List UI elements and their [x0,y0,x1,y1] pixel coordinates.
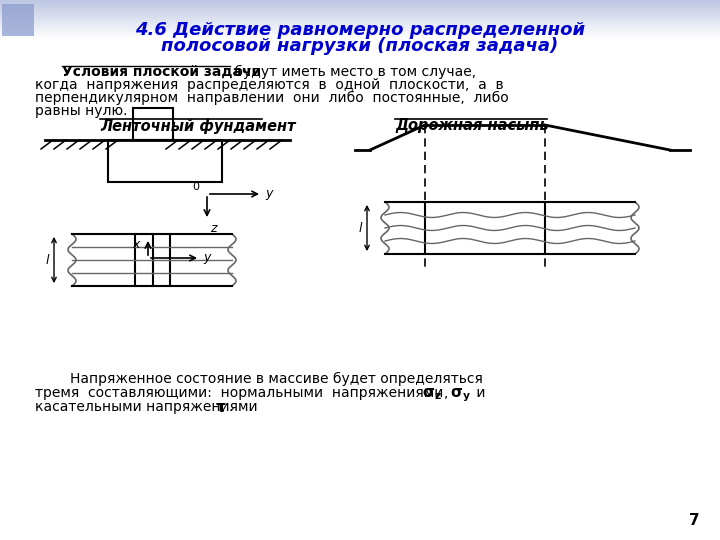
Text: 4.6 Действие равномерно распределенной: 4.6 Действие равномерно распределенной [135,21,585,39]
Bar [0,34,720,35]
Bar [0,11,720,12]
Bar [0,15,720,16]
Text: $\mathbf{\sigma_z}$: $\mathbf{\sigma_z}$ [422,386,442,402]
Text: l: l [45,253,49,267]
Text: .: . [228,400,233,414]
Text: 7: 7 [689,513,700,528]
Bar [0,0,720,1]
Bar [133,108,173,140]
Bar [0,31,720,32]
Text: 0: 0 [192,182,199,192]
Text: когда  напряжения  распределяются  в  одной  плоскости,  а  в: когда напряжения распределяются в одной … [35,78,503,92]
Bar [0,25,720,26]
Text: и: и [472,386,485,400]
Bar [2,4,34,36]
Bar [0,17,720,18]
Text: $\mathbf{\tau}$: $\mathbf{\tau}$ [215,400,226,415]
Bar [0,29,720,30]
Bar [0,2,720,3]
Text: ,: , [444,386,449,400]
Bar [0,33,720,34]
Bar [0,30,720,31]
Bar [0,5,720,6]
Bar [0,22,720,23]
Bar [0,12,720,13]
Bar [108,140,222,182]
Bar [0,23,720,24]
Bar [0,16,720,17]
Text: равны нулю.: равны нулю. [35,104,127,118]
Text: полосовой нагрузки (плоская задача): полосовой нагрузки (плоская задача) [161,37,559,55]
Bar [0,37,720,38]
Text: тремя  составляющими:  нормальными  напряжениями: тремя составляющими: нормальными напряже… [35,386,448,400]
Bar [0,32,720,33]
Bar [0,6,720,7]
Text: касательными напряжениями: касательными напряжениями [35,400,262,414]
Bar [0,36,720,37]
Bar [0,4,720,5]
Text: y: y [203,252,210,265]
Bar [0,9,720,10]
Bar [0,21,720,22]
Text: перпендикулярном  направлении  они  либо  постоянные,  либо: перпендикулярном направлении они либо по… [35,91,509,105]
Text: Дорожная насыпь: Дорожная насыпь [395,118,549,133]
Text: l: l [359,221,362,234]
Text: y: y [265,187,272,200]
Text: Напряженное состояние в массиве будет определяться: Напряженное состояние в массиве будет оп… [35,372,483,386]
Bar [0,1,720,2]
Bar [0,13,720,14]
Text: Условия плоской задачи: Условия плоской задачи [62,65,261,79]
Bar [0,3,720,4]
Text: Ленточный фундамент: Ленточный фундамент [100,118,296,133]
Bar [0,8,720,9]
Bar [0,14,720,15]
Bar [0,10,720,11]
Text: x: x [132,238,140,251]
Bar [0,18,720,19]
Text: $\mathbf{\sigma_y}$: $\mathbf{\sigma_y}$ [450,386,471,403]
Bar [0,20,720,21]
Bar [0,35,720,36]
Text: z: z [210,222,217,235]
Text: будут иметь место в том случае,: будут иметь место в том случае, [230,65,476,79]
Bar [0,26,720,27]
Bar [0,28,720,29]
Bar [0,24,720,25]
Bar [0,7,720,8]
Bar [0,19,720,20]
Bar [0,27,720,28]
